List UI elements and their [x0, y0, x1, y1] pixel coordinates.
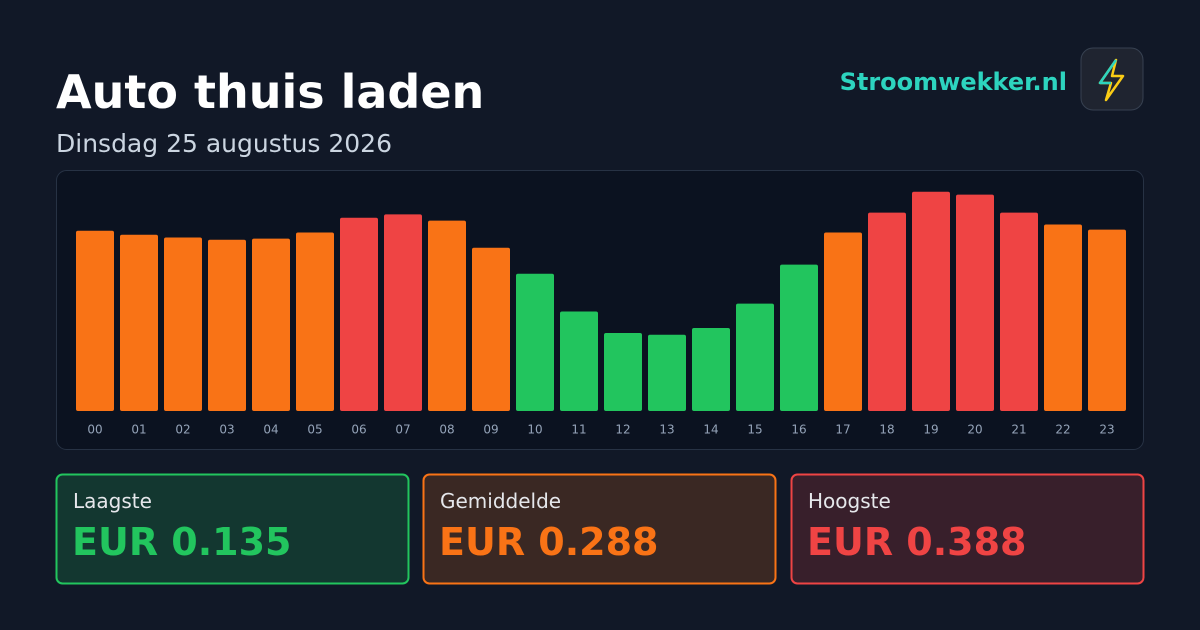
x-tick-label: 10	[527, 423, 542, 437]
x-tick-label: 13	[659, 423, 674, 437]
x-tick-label: 00	[87, 423, 102, 437]
bar	[384, 214, 422, 411]
stat-card	[422, 473, 777, 585]
bar	[604, 333, 642, 411]
x-tick-label: 23	[1099, 423, 1114, 437]
x-tick-label: 21	[1011, 423, 1026, 437]
x-tick-label: 14	[703, 423, 718, 437]
bar	[692, 327, 730, 411]
x-tick-label: 09	[483, 423, 498, 437]
bar	[824, 232, 862, 411]
bar	[252, 238, 290, 411]
bar	[956, 194, 994, 411]
x-tick-label: 11	[571, 423, 586, 437]
x-tick-label: 02	[175, 423, 190, 437]
bar	[208, 239, 246, 411]
x-tick-label: 04	[263, 423, 278, 437]
brand-icon	[1080, 47, 1144, 111]
stat-value: EUR 0.135	[72, 520, 292, 564]
x-tick-label: 01	[131, 423, 146, 437]
stat-label: Hoogste	[808, 489, 891, 513]
subtitle: Dinsdag 25 augustus 2026	[56, 129, 392, 158]
x-tick-label: 17	[835, 423, 850, 437]
title: Auto thuis laden	[56, 65, 484, 119]
x-tick-label: 05	[307, 423, 322, 437]
x-tick-label: 03	[219, 423, 234, 437]
bar	[912, 191, 950, 411]
bar	[736, 303, 774, 411]
x-tick-label: 18	[879, 423, 894, 437]
x-tick-label: 06	[351, 423, 366, 437]
bar	[120, 234, 158, 411]
bar	[648, 334, 686, 411]
stat-card	[790, 473, 1145, 585]
stat-label: Gemiddelde	[440, 489, 561, 513]
stat-card	[55, 473, 410, 585]
bar	[1044, 224, 1082, 411]
stat-value: EUR 0.388	[807, 520, 1027, 564]
bar	[164, 237, 202, 411]
brand: Stroomwekker.nl	[840, 68, 1067, 96]
x-tick-label: 16	[791, 423, 806, 437]
stat-value: EUR 0.288	[439, 520, 659, 564]
bar	[296, 232, 334, 411]
x-tick-label: 20	[967, 423, 982, 437]
x-tick-label: 15	[747, 423, 762, 437]
x-tick-label: 22	[1055, 423, 1070, 437]
bar	[780, 264, 818, 411]
x-tick-label: 12	[615, 423, 630, 437]
bar	[340, 217, 378, 411]
bar	[1088, 229, 1126, 411]
stat-label: Laagste	[73, 489, 152, 513]
bar	[1000, 212, 1038, 411]
bar	[472, 247, 510, 411]
x-tick-label: 08	[439, 423, 454, 437]
bar	[560, 311, 598, 411]
bar	[868, 212, 906, 411]
bar	[516, 273, 554, 411]
bar	[428, 220, 466, 411]
bar	[76, 230, 114, 411]
x-tick-label: 19	[923, 423, 938, 437]
x-tick-label: 07	[395, 423, 410, 437]
